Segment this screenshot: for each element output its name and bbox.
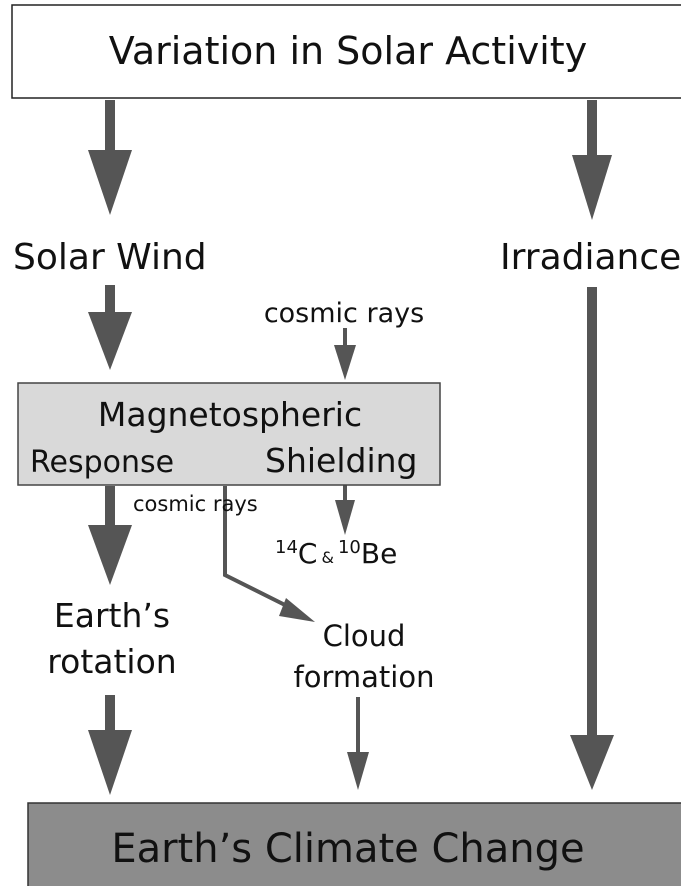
arrows: [88, 100, 614, 795]
magneto-box: [17, 382, 441, 486]
cosmic-rays-low: cosmic rays: [133, 492, 258, 516]
isotopes: 14C & 10Be: [275, 537, 397, 570]
element: C: [298, 537, 318, 570]
cloud-label: Cloud: [323, 619, 406, 653]
shielding-label: Shielding: [265, 441, 417, 480]
cloud-label: formation: [294, 660, 435, 694]
cosmic-rays: cosmic rays: [264, 298, 424, 329]
amp: &: [321, 548, 333, 567]
bottom-label: Earth’s Climate Change: [111, 826, 584, 872]
rotation-label: rotation: [47, 642, 176, 681]
irradiance: Irradiance: [500, 237, 681, 278]
top-box: [11, 4, 681, 99]
sup: 14: [275, 537, 298, 558]
solar-wind: Solar Wind: [13, 237, 207, 278]
top-label: Variation in Solar Activity: [109, 29, 587, 73]
bottom-box: [27, 802, 681, 886]
magneto-label: Magnetospheric: [98, 395, 362, 434]
rotation-label: Earth’s: [54, 596, 170, 635]
sup: 10: [338, 537, 361, 558]
element: Be: [361, 537, 397, 570]
response-label: Response: [30, 445, 174, 480]
